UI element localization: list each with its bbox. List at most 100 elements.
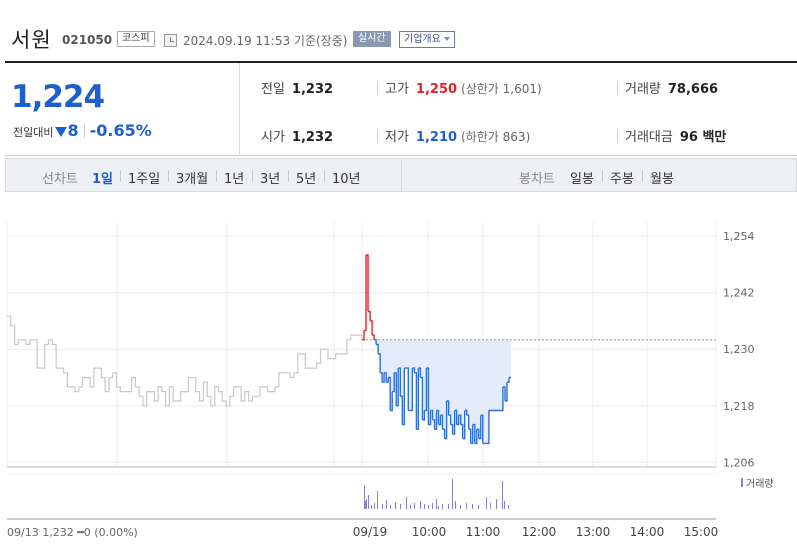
volume-legend-label: 거래량 <box>746 478 774 490</box>
period-1d[interactable]: 1일 <box>92 172 114 187</box>
volume-bar <box>442 504 443 509</box>
volume-bar <box>377 491 378 509</box>
period-3m[interactable]: 3개월 <box>176 172 209 187</box>
volume-bar <box>496 499 497 509</box>
x-tick-label: 09/19 <box>353 525 388 539</box>
volume-bar <box>364 485 365 509</box>
volume-bar <box>455 501 456 509</box>
stat-open-value: 1,232 <box>291 130 334 145</box>
stat-open: 시가 1,232 <box>261 126 333 145</box>
price-panel: 1,224 전일대비 8 -0.65% <box>5 63 240 156</box>
price-chart-svg: 1,254 1,242 1,230 1,218 1,206 09/19 10:00 11:00… <box>6 222 774 539</box>
candle-weekly[interactable]: 주봉 <box>610 172 634 187</box>
volume-bar <box>414 503 415 509</box>
divider <box>168 170 169 182</box>
candle-daily[interactable]: 일봉 <box>570 172 594 187</box>
volume-bar <box>486 497 487 509</box>
stat-high: 고가 1,250 (상한가 1,601) <box>385 78 542 97</box>
candle-monthly[interactable]: 월봉 <box>650 172 674 187</box>
stat-amount-value: 96 백만 <box>679 130 727 145</box>
x-tick-label: 12:00 <box>522 525 557 539</box>
clock-icon <box>164 34 177 47</box>
volume-bar <box>368 495 369 509</box>
volume-bar <box>466 503 467 509</box>
period-3y[interactable]: 3년 <box>260 172 281 187</box>
x-tick-label: 13:00 <box>576 525 611 539</box>
timestamp: 2024.09.19 11:53 기준(장중) <box>183 34 348 48</box>
below-prev-close-fill <box>362 339 511 444</box>
stock-code: 021050 <box>62 33 113 47</box>
divider <box>617 82 618 94</box>
stat-prev-label: 전일 <box>261 82 285 97</box>
stock-name: 서원 <box>11 28 52 52</box>
y-tick-label: 1,254 <box>723 230 755 243</box>
volume-bar <box>432 503 433 509</box>
stat-lower-limit: (하한가 863) <box>461 130 531 144</box>
volume-bar <box>382 504 383 509</box>
market-badge: 코스피 <box>117 31 155 47</box>
divider <box>252 170 253 182</box>
stat-low: 저가 1,210 (하한가 863) <box>385 126 530 145</box>
x-tick-label: 10:00 <box>412 525 447 539</box>
stat-volume-value: 78,666 <box>667 82 719 97</box>
stock-header: 서원 021050 코스피 2024.09.19 11:53 기준(장중) 실시… <box>0 0 797 60</box>
volume-bar <box>490 503 491 509</box>
stat-high-label: 고가 <box>385 82 409 97</box>
volume-bar <box>386 500 387 509</box>
divider <box>216 170 217 182</box>
period-selector: 선차트 1일 1주일 3개월 1년 3년 5년 10년 봉차트 일봉 주봉 월봉 <box>5 158 797 192</box>
quote-summary: 1,224 전일대비 8 -0.65% 전일 1,232 고가 1,250 (상한가 1,… <box>5 61 797 156</box>
stat-high-value: 1,250 <box>415 82 458 97</box>
period-10y[interactable]: 10년 <box>332 172 361 187</box>
y-tick-label: 1,230 <box>723 343 755 356</box>
volume-bar <box>390 505 391 509</box>
volume-bar <box>436 499 437 509</box>
change-percent: -0.65% <box>89 121 152 140</box>
volume-bar <box>478 505 479 509</box>
volume-bar <box>448 504 449 509</box>
divider <box>642 170 643 182</box>
divider <box>602 170 603 182</box>
volume-bar <box>366 499 367 509</box>
stat-amount-label: 거래대금 <box>625 130 673 145</box>
volume-bar <box>424 504 425 509</box>
divider <box>120 170 121 182</box>
x-tick-label: 15:00 <box>684 525 719 539</box>
x-tick-label: 14:00 <box>630 525 665 539</box>
y-tick-label: 1,206 <box>723 456 755 469</box>
period-1w[interactable]: 1주일 <box>128 172 161 187</box>
history-line <box>7 315 363 407</box>
stat-volume: 거래량 78,666 <box>625 78 718 97</box>
volume-bar <box>504 501 505 509</box>
y-tick-label: 1,218 <box>723 400 755 413</box>
stat-prev-value: 1,232 <box>291 82 334 97</box>
company-info-button[interactable]: 기업개요 <box>399 31 455 48</box>
volume-bar <box>400 504 401 509</box>
volume-bar <box>508 505 509 509</box>
stat-volume-label: 거래량 <box>625 82 661 97</box>
period-1y[interactable]: 1년 <box>224 172 245 187</box>
today-line-down <box>374 339 511 445</box>
line-chart-label: 선차트 <box>42 172 78 187</box>
today-line-up <box>362 254 375 341</box>
volume-bar <box>406 497 407 509</box>
divider <box>377 130 378 142</box>
volume-bar <box>371 505 372 509</box>
x-tick-label: 11:00 <box>466 525 501 539</box>
volume-bar <box>502 481 503 509</box>
price-chart[interactable]: 1,254 1,242 1,230 1,218 1,206 09/19 10:00 11:00… <box>0 192 797 557</box>
chevron-down-icon <box>443 37 450 41</box>
company-info-label: 기업개요 <box>404 34 441 45</box>
volume-bar <box>420 501 421 509</box>
volume-legend-swatch <box>741 478 743 487</box>
realtime-badge[interactable]: 실시간 <box>353 31 391 47</box>
divider <box>377 82 378 94</box>
divider <box>617 130 618 142</box>
change-amount: 8 <box>67 121 79 140</box>
volume-bar <box>410 505 411 509</box>
stat-upper-limit: (상한가 1,601) <box>461 82 542 96</box>
period-5y[interactable]: 5년 <box>296 172 317 187</box>
divider <box>324 170 325 182</box>
stat-low-value: 1,210 <box>415 130 458 145</box>
volume-bar <box>460 505 461 509</box>
